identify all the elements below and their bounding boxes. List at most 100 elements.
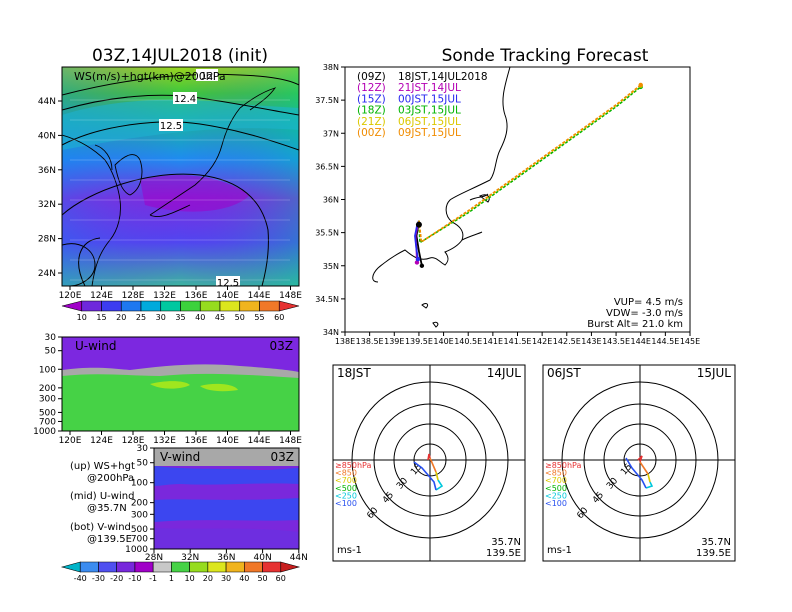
tracking-lat-label: 37N [323,129,339,138]
map-lon-label: 124E [90,291,113,301]
v-wind-band-3 [154,528,299,549]
tracking-lat-label: 36.5N [315,162,339,171]
tracking-lon-label: 144.5E [651,337,679,346]
ws-map-title: 03Z,14JUL2018 (init) [92,46,268,66]
u-lon-label: 136E [185,436,208,446]
colorbar-swatch [101,300,122,312]
colorbar-label: -30 [92,574,105,583]
tracking-lon-label: 141.5E [504,337,532,346]
contour-label-box-2 [173,92,197,104]
v-wind-band-1 [154,466,299,486]
colorbar-swatch [207,561,227,573]
tracking-lon-label: 142E [532,337,552,346]
colorbar-swatch [81,300,102,312]
ws-map-lat-axis: 44N 40N 36N 32N 28N 24N [38,97,62,279]
u-p-label: 50 [45,347,57,357]
colorbar-label: -10 [128,574,141,583]
tracking-lon-label: 143.5E [602,337,630,346]
tracking-lat-label: 37.5N [315,96,339,105]
colorbar-swatch [280,561,301,573]
u-p-label: 30 [45,333,57,343]
v-p-label: 200 [131,499,148,509]
contour-label-box-1 [196,69,218,81]
v-wind-colorbar: -40 -30 -20 -10 -1 1 10 20 30 40 50 60 [60,561,301,583]
contour-label-3: 12.5 [160,121,182,132]
map-lat-label: 32N [38,200,56,210]
legend-entry: 06JST,15JUL [398,116,461,128]
colorbar-swatch [60,561,81,573]
legend-up: (up) WS+hgt [70,461,135,472]
colorbar-label: -20 [110,574,123,583]
hodo-lat: 35.7N [491,537,521,548]
colorbar-swatch [180,300,201,312]
v-lat-label: 40N [254,553,272,563]
u-p-label: 500 [39,408,56,418]
tracking-lon-label: 138E [335,337,355,346]
ws-colorbar: 10 15 20 25 30 35 40 45 50 55 60 [61,300,300,322]
tracking-lon-axis: 138E 138.5E 139E 139.5E 140E 140.5E 141E 141.5E… [335,332,700,346]
contour-label-2: 12.4 [174,94,196,105]
colorbar-label: 60 [276,574,286,583]
tracking-frame [344,66,691,333]
v-wind-title: V-wind [160,450,200,464]
colorbar-label: 25 [136,313,146,322]
tracking-lon-label: 139.5E [405,337,433,346]
colorbar-swatch [61,300,83,312]
hodo-unit: ms-1 [337,545,362,556]
colorbar-swatch [171,561,190,573]
colorbar-label: 40 [195,313,205,322]
track-line [418,86,642,244]
hodo-trace [625,457,647,489]
hodo-trace [413,461,437,491]
hodo-trace [435,479,444,491]
u-lon-label: 120E [59,436,82,446]
legend-entry: 00JST,15JUL [398,93,461,105]
hodo-level: ≥850hPa [335,461,372,470]
v-lat-label: 32N [181,553,199,563]
v-lat-label: 44N [290,553,308,563]
hodo-time: 06JST [547,366,581,380]
hodo-level: <250 [545,491,567,500]
hodo-level: <250 [335,491,357,500]
tracking-title: Sonde Tracking Forecast [442,46,649,66]
colorbar-label: 50 [257,574,267,583]
hodo-level: ≥850hPa [545,461,582,470]
colorbar-label: -40 [74,574,87,583]
colorbar-label: 10 [185,574,195,583]
legend-bot2: @139.5E [87,534,132,545]
tracking-lat-label: 36N [323,196,339,205]
hodo-lon: 139.5E [696,548,731,559]
colorbar-label: 40 [239,574,249,583]
tracking-lon-label: 139E [384,337,404,346]
colorbar-swatch [262,561,282,573]
legend-code: (15Z) [357,93,386,105]
legend-entry: 03JST,15JUL [398,105,461,117]
colorbar-swatch [160,300,181,312]
hodo-trace [647,473,651,483]
legend-code: (21Z) [357,116,386,128]
colorbar-swatch [259,300,280,312]
tracking-vdw: VDW= -3.0 m/s [606,308,683,319]
colorbar-swatch [239,300,260,312]
map-lon-label: 120E [59,291,82,301]
u-p-label: 200 [39,384,56,394]
hodo-level: <700 [545,476,567,485]
colorbar-swatch [152,561,172,573]
ws-overlay-label: WS(m/s)+hgt(km)@200hPa [74,70,226,83]
legend-code: (09Z) [357,71,386,83]
colorbar-label: 20 [116,313,126,322]
u-lon-label: 124E [90,436,113,446]
track-endpoint [415,256,421,262]
track-endpoint [419,263,425,268]
hodo-frame [542,364,736,562]
map-lat-label: 28N [38,235,56,245]
colorbar-label: 35 [175,313,185,322]
map-lon-label: 128E [122,291,145,301]
colorbar-label: 60 [274,313,284,322]
map-lon-label: 132E [153,291,176,301]
ws-map-panel: 03Z,14JUL2018 (init) [38,46,302,322]
colorbar-swatch [278,300,300,312]
